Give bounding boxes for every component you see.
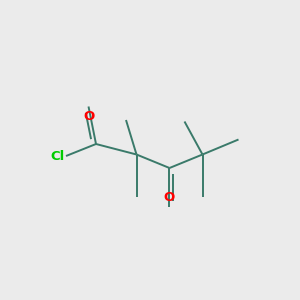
Text: O: O	[83, 110, 94, 122]
Text: O: O	[164, 191, 175, 204]
Text: Cl: Cl	[50, 149, 64, 163]
